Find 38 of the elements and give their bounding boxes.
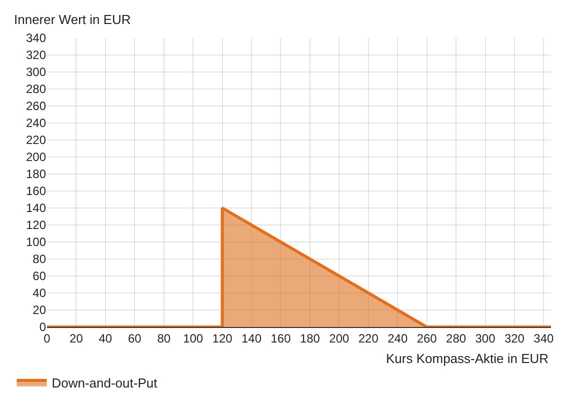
- x-tick-label: 120: [212, 331, 233, 346]
- y-tick-label: 260: [26, 99, 46, 114]
- y-tick-label: 140: [26, 201, 46, 216]
- y-tick-label: 220: [26, 133, 46, 148]
- x-tick-label: 320: [504, 331, 525, 346]
- x-tick-label: 140: [242, 331, 262, 346]
- legend-label: Down-and-out-Put: [52, 375, 158, 390]
- y-tick-label: 200: [26, 150, 46, 164]
- x-tick-label: 60: [128, 331, 142, 346]
- y-tick-label: 160: [26, 184, 46, 198]
- y-tick-label: 60: [32, 269, 46, 284]
- x-axis-title: Kurs Kompass-Aktie in EUR: [386, 351, 549, 366]
- y-tick-label: 320: [26, 48, 46, 62]
- y-axis-title: Innerer Wert in EUR: [14, 12, 131, 27]
- x-tick-label: 100: [183, 331, 204, 346]
- x-tick-label: 260: [416, 331, 438, 346]
- y-tick-label: 120: [26, 218, 46, 232]
- x-tick-label: 280: [446, 331, 466, 346]
- x-tick-label: 240: [388, 331, 408, 346]
- x-tick-label: 40: [98, 331, 112, 346]
- x-tick-label: 80: [157, 331, 171, 346]
- y-tick-label: 340: [26, 31, 46, 46]
- x-tick-label: 220: [358, 331, 379, 346]
- y-tick-label: 280: [26, 82, 46, 96]
- y-tick-label: 180: [26, 167, 46, 182]
- x-tick-label: 300: [475, 331, 496, 346]
- x-tick-label: 340: [534, 331, 554, 346]
- y-tick-label: 80: [32, 252, 46, 266]
- x-tick-label: 20: [70, 331, 84, 346]
- y-tick-label: 240: [26, 116, 46, 130]
- y-tick-label: 0: [39, 320, 46, 334]
- y-tick-label: 20: [32, 303, 46, 318]
- x-tick-label: 160: [270, 331, 292, 346]
- x-tick-label: 200: [329, 331, 350, 346]
- y-tick-label: 100: [26, 235, 46, 250]
- x-tick-label: 180: [300, 331, 320, 346]
- y-tick-label: 40: [32, 286, 46, 300]
- y-tick-label: 300: [26, 65, 46, 80]
